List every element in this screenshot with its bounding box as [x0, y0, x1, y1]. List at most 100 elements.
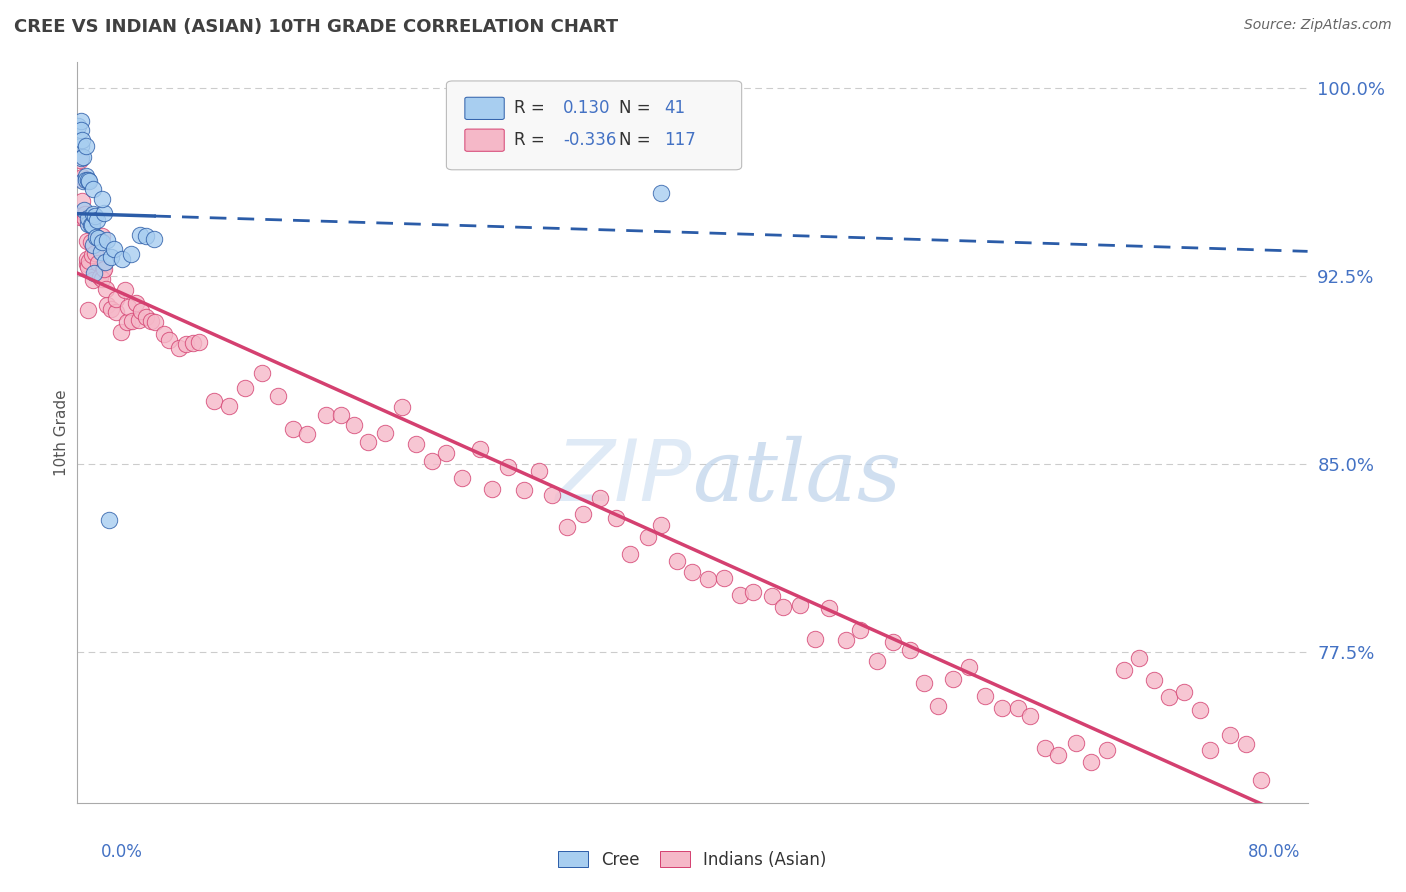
Point [80, 218, 103, 232]
Point [315, 408, 337, 422]
Point [70, 171, 93, 186]
Point [77, 253, 100, 268]
Point [86, 230, 108, 244]
Point [188, 334, 211, 349]
Point [76, 173, 98, 187]
Point [96, 298, 118, 312]
Point [1159, 690, 1181, 704]
Point [233, 381, 256, 395]
Point [650, 518, 672, 533]
Point [589, 491, 612, 505]
Point [82, 211, 104, 226]
Point [69, 139, 91, 153]
Point [789, 598, 811, 612]
Point [145, 315, 167, 329]
Point [697, 573, 720, 587]
Point [1143, 673, 1166, 687]
Point [357, 435, 380, 450]
Point [741, 585, 763, 599]
Point [761, 590, 783, 604]
Point [117, 301, 139, 315]
Point [281, 422, 304, 436]
Point [70, 151, 93, 165]
Point [555, 520, 578, 534]
Point [69, 153, 91, 167]
Point [69, 210, 91, 224]
Point [295, 427, 318, 442]
Point [75, 207, 97, 221]
Point [1219, 728, 1241, 742]
Point [1128, 651, 1150, 665]
Point [87, 231, 110, 245]
Point [79, 210, 101, 224]
Point [153, 327, 176, 342]
Point [1019, 709, 1042, 723]
Point [135, 310, 157, 324]
Point [835, 632, 858, 647]
Point [202, 394, 225, 409]
Point [91, 229, 114, 244]
Point [1064, 736, 1087, 750]
Point [1080, 756, 1102, 770]
Point [1033, 740, 1056, 755]
Point [157, 333, 180, 347]
Point [135, 229, 157, 244]
Point [93, 261, 115, 276]
Point [405, 437, 427, 451]
Point [1112, 664, 1135, 678]
Text: Source: ZipAtlas.com: Source: ZipAtlas.com [1244, 18, 1392, 32]
Point [97, 514, 120, 528]
Point [991, 700, 1014, 714]
Point [84, 209, 107, 223]
Point [959, 659, 981, 673]
Point [451, 471, 474, 485]
Point [121, 314, 143, 328]
Point [120, 247, 142, 261]
Point [125, 296, 148, 310]
Point [103, 243, 125, 257]
Point [131, 304, 153, 318]
Point [468, 442, 491, 456]
Point [114, 283, 136, 297]
FancyBboxPatch shape [465, 97, 505, 120]
Point [82, 248, 104, 262]
Point [512, 483, 534, 497]
Point [637, 530, 659, 544]
Point [866, 654, 889, 668]
Text: -0.336: -0.336 [564, 131, 617, 149]
Point [619, 547, 641, 561]
Point [91, 262, 114, 277]
Point [728, 588, 751, 602]
Point [93, 205, 115, 219]
Point [70, 194, 93, 208]
Point [183, 336, 205, 351]
Point [1189, 703, 1212, 717]
Point [1199, 743, 1222, 757]
Text: R =: R = [515, 131, 550, 149]
Point [79, 174, 101, 188]
Point [252, 366, 274, 380]
Point [89, 269, 111, 284]
Point [77, 302, 100, 317]
Point [76, 257, 98, 271]
Point [82, 237, 104, 252]
Point [70, 113, 93, 128]
Point [70, 170, 93, 185]
Point [772, 600, 794, 615]
Point [1095, 743, 1118, 757]
Point [83, 266, 105, 280]
Point [1046, 747, 1069, 762]
Point [1173, 685, 1195, 699]
Point [76, 217, 98, 231]
Point [91, 192, 114, 206]
Text: 0.130: 0.130 [564, 99, 610, 118]
Point [96, 233, 118, 247]
Point [111, 252, 134, 266]
Point [849, 624, 872, 638]
Point [70, 133, 93, 147]
Point [76, 173, 98, 187]
Point [1250, 772, 1272, 787]
Point [76, 252, 98, 266]
Point [82, 207, 104, 221]
Point [115, 315, 138, 329]
